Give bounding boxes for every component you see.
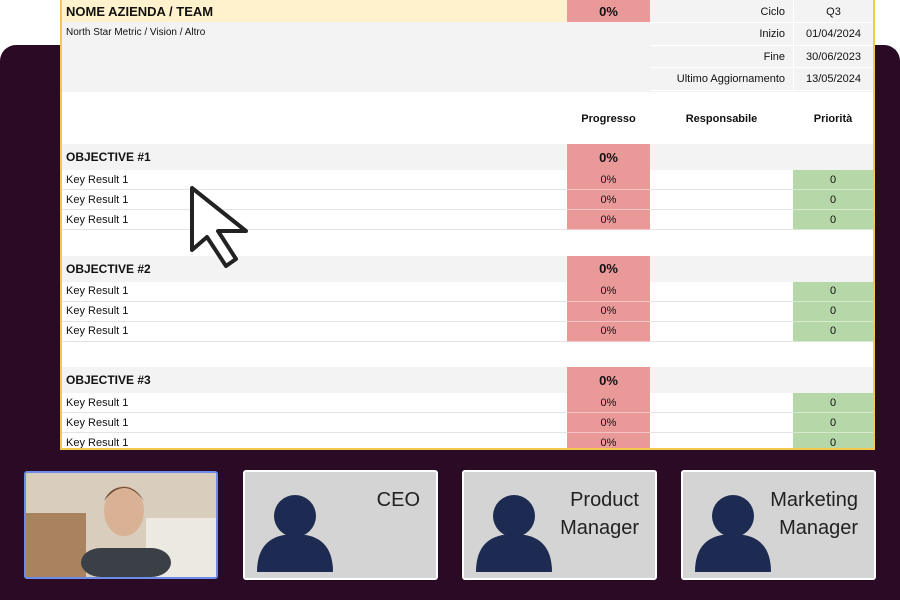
participant-name: Marketing Manager — [770, 489, 858, 539]
key-result-priority: 0 — [793, 210, 873, 230]
sheet-title: NOME AZIENDA / TEAM — [62, 0, 567, 22]
meta-label: Fine — [650, 46, 793, 68]
avatar — [257, 495, 333, 572]
key-result-progress: 0% — [567, 190, 650, 210]
objective-progress: 0% — [567, 255, 650, 282]
spreadsheet: NOME AZIENDA / TEAM 0% North Star Metric /… — [60, 0, 875, 450]
meta-label: Ultimo Aggiornamento — [650, 69, 793, 91]
participant-tile[interactable]: CEO — [243, 470, 438, 580]
column-header: Priorità — [813, 113, 853, 125]
key-result-progress: 0% — [567, 170, 650, 190]
key-result-progress: 0% — [567, 321, 650, 342]
objective-name: OBJECTIVE #1 — [62, 144, 567, 170]
key-result-name: Key Result 1 — [62, 210, 567, 230]
objective-fill — [650, 144, 873, 170]
key-result-name: Key Result 1 — [62, 190, 567, 210]
subtitle: North Star Metric / Vision / Altro — [66, 26, 206, 38]
key-result-priority: 0 — [793, 190, 873, 210]
objective-fill — [650, 367, 873, 393]
key-result-progress: 0% — [567, 393, 650, 413]
meta-area — [650, 0, 873, 92]
key-result-priority: 0 — [793, 433, 873, 448]
key-result-priority: 0 — [793, 413, 873, 433]
key-result-name: Key Result 1 — [62, 413, 567, 433]
key-result-priority: 0 — [793, 393, 873, 413]
key-result-owner — [650, 190, 793, 210]
key-result-name: Key Result 1 — [62, 302, 567, 322]
objective-fill — [650, 255, 873, 282]
column-header: Responsabile — [685, 113, 758, 125]
key-result-priority: 0 — [793, 281, 873, 302]
objective-progress: 0% — [567, 367, 650, 393]
title-progress: 0% — [567, 0, 650, 22]
key-result-owner — [650, 433, 793, 448]
key-result-progress: 0% — [567, 301, 650, 322]
meta-value: Q3 — [793, 1, 873, 23]
key-result-progress: 0% — [567, 281, 650, 302]
participant-name: CEO — [376, 489, 420, 511]
key-result-progress: 0% — [567, 433, 650, 448]
objective-progress: 0% — [567, 144, 650, 170]
key-result-progress: 0% — [567, 413, 650, 433]
video-tile[interactable] — [24, 471, 218, 579]
key-result-owner — [650, 282, 793, 302]
column-header: Progresso — [581, 113, 636, 125]
key-result-name: Key Result 1 — [62, 282, 567, 302]
key-result-name: Key Result 1 — [62, 322, 567, 342]
key-result-priority: 0 — [793, 301, 873, 322]
meta-label: Ciclo — [650, 1, 793, 23]
participant-tile[interactable]: Marketing Manager — [681, 470, 876, 580]
key-result-owner — [650, 413, 793, 433]
objective-name: OBJECTIVE #2 — [62, 255, 567, 282]
meta-value: 13/05/2024 — [793, 68, 873, 91]
header-area — [62, 22, 650, 92]
avatar — [476, 495, 552, 572]
meta-value: 30/06/2023 — [793, 46, 873, 68]
key-result-owner — [650, 393, 793, 413]
meta-label: Inizio — [650, 24, 793, 46]
key-result-owner — [650, 170, 793, 190]
avatar — [695, 495, 771, 572]
objective-name: OBJECTIVE #3 — [62, 367, 567, 393]
key-result-priority: 0 — [793, 170, 873, 190]
key-result-owner — [650, 302, 793, 322]
key-result-owner — [650, 322, 793, 342]
key-result-owner — [650, 210, 793, 230]
participant-tile[interactable]: Product Manager — [462, 470, 657, 580]
participant-name: Product Manager — [560, 489, 639, 539]
key-result-name: Key Result 1 — [62, 393, 567, 413]
key-result-name: Key Result 1 — [62, 170, 567, 190]
key-result-name: Key Result 1 — [62, 433, 567, 449]
video-feed — [26, 473, 216, 577]
key-result-progress: 0% — [567, 210, 650, 230]
key-result-priority: 0 — [793, 321, 873, 342]
meta-value: 01/04/2024 — [793, 23, 873, 46]
